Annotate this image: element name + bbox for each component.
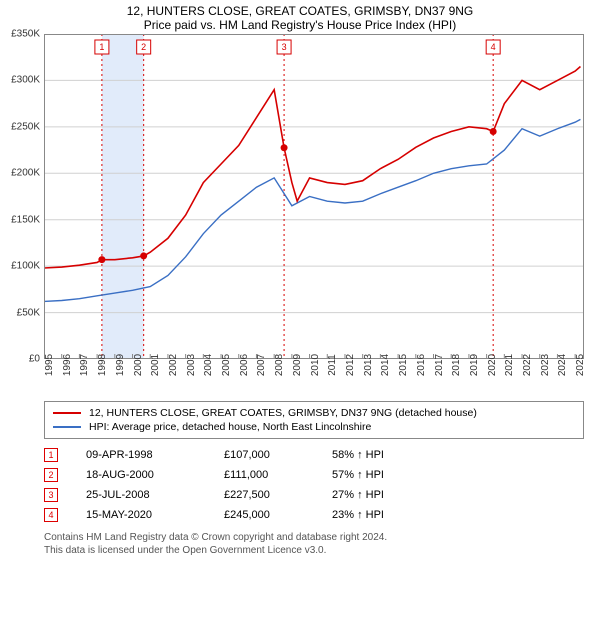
x-axis-label: 2005 xyxy=(221,354,232,376)
tx-date: 18-AUG-2000 xyxy=(86,469,196,481)
svg-text:1: 1 xyxy=(99,42,104,52)
price-chart: £0£50K£100K£150K£200K£250K£300K£350K1995… xyxy=(44,34,584,359)
y-axis-label: £250K xyxy=(11,121,44,132)
svg-text:4: 4 xyxy=(491,42,496,52)
tx-date: 25-JUL-2008 xyxy=(86,489,196,501)
x-axis-label: 2004 xyxy=(203,354,214,376)
x-axis-label: 2002 xyxy=(168,354,179,376)
x-axis-label: 2006 xyxy=(239,354,250,376)
y-axis-label: £200K xyxy=(11,168,44,179)
legend-item-hpi: HPI: Average price, detached house, Nort… xyxy=(53,420,575,434)
x-axis-label: 2007 xyxy=(256,354,267,376)
x-axis-label: 2001 xyxy=(150,354,161,376)
y-axis-label: £0 xyxy=(29,354,44,365)
footer-line1: Contains HM Land Registry data © Crown c… xyxy=(44,531,584,544)
legend: 12, HUNTERS CLOSE, GREAT COATES, GRIMSBY… xyxy=(44,401,584,439)
tx-marker-num: 4 xyxy=(44,508,58,522)
tx-marker-num: 1 xyxy=(44,448,58,462)
table-row: 3 25-JUL-2008 £227,500 27% ↑ HPI xyxy=(44,485,584,505)
tx-pct-vs-hpi: 23% ↑ HPI xyxy=(332,509,384,521)
table-row: 1 09-APR-1998 £107,000 58% ↑ HPI xyxy=(44,445,584,465)
tx-price: £227,500 xyxy=(224,489,304,501)
tx-date: 15-MAY-2020 xyxy=(86,509,196,521)
x-axis-label: 2013 xyxy=(363,354,374,376)
legend-label-property: 12, HUNTERS CLOSE, GREAT COATES, GRIMSBY… xyxy=(89,407,477,419)
svg-text:2: 2 xyxy=(141,42,146,52)
x-axis-label: 1996 xyxy=(62,354,73,376)
legend-swatch-hpi xyxy=(53,426,81,428)
x-axis-label: 2012 xyxy=(345,354,356,376)
y-axis-label: £100K xyxy=(11,261,44,272)
y-axis-label: £50K xyxy=(17,307,44,318)
tx-marker-num: 2 xyxy=(44,468,58,482)
footer-line2: This data is licensed under the Open Gov… xyxy=(44,544,584,557)
transactions-table: 1 09-APR-1998 £107,000 58% ↑ HPI 2 18-AUG-200… xyxy=(44,445,584,525)
legend-label-hpi: HPI: Average price, detached house, Nort… xyxy=(89,421,371,433)
tx-pct-vs-hpi: 58% ↑ HPI xyxy=(332,449,384,461)
x-axis-label: 2023 xyxy=(540,354,551,376)
x-axis-label: 1999 xyxy=(115,354,126,376)
x-axis-label: 2016 xyxy=(416,354,427,376)
tx-marker-num: 3 xyxy=(44,488,58,502)
x-axis-label: 2011 xyxy=(327,354,338,376)
x-axis-label: 1995 xyxy=(44,354,55,376)
x-axis-label: 2010 xyxy=(310,354,321,376)
svg-text:3: 3 xyxy=(282,42,287,52)
title-address: 12, HUNTERS CLOSE, GREAT COATES, GRIMSBY… xyxy=(0,4,600,18)
x-axis-label: 2018 xyxy=(451,354,462,376)
y-axis-label: £300K xyxy=(11,75,44,86)
x-axis-label: 2009 xyxy=(292,354,303,376)
legend-swatch-property xyxy=(53,412,81,414)
x-axis-label: 2022 xyxy=(522,354,533,376)
tx-price: £107,000 xyxy=(224,449,304,461)
x-axis-label: 2019 xyxy=(469,354,480,376)
table-row: 4 15-MAY-2020 £245,000 23% ↑ HPI xyxy=(44,505,584,525)
x-axis-label: 2024 xyxy=(557,354,568,376)
tx-pct-vs-hpi: 57% ↑ HPI xyxy=(332,469,384,481)
x-axis-label: 2003 xyxy=(186,354,197,376)
title-subtitle: Price paid vs. HM Land Registry's House … xyxy=(0,18,600,32)
x-axis-label: 2020 xyxy=(487,354,498,376)
tx-date: 09-APR-1998 xyxy=(86,449,196,461)
x-axis-label: 2021 xyxy=(504,354,515,376)
footer-licence: Contains HM Land Registry data © Crown c… xyxy=(44,531,584,557)
tx-price: £111,000 xyxy=(224,469,304,481)
x-axis-label: 2017 xyxy=(434,354,445,376)
x-axis-label: 2000 xyxy=(133,354,144,376)
x-axis-label: 2025 xyxy=(575,354,586,376)
tx-price: £245,000 xyxy=(224,509,304,521)
x-axis-label: 2015 xyxy=(398,354,409,376)
y-axis-label: £350K xyxy=(11,29,44,40)
x-axis-label: 2014 xyxy=(380,354,391,376)
x-axis-label: 2008 xyxy=(274,354,285,376)
table-row: 2 18-AUG-2000 £111,000 57% ↑ HPI xyxy=(44,465,584,485)
legend-item-property: 12, HUNTERS CLOSE, GREAT COATES, GRIMSBY… xyxy=(53,406,575,420)
y-axis-label: £150K xyxy=(11,214,44,225)
x-axis-label: 1998 xyxy=(97,354,108,376)
tx-pct-vs-hpi: 27% ↑ HPI xyxy=(332,489,384,501)
x-axis-label: 1997 xyxy=(79,354,90,376)
chart-titles: 12, HUNTERS CLOSE, GREAT COATES, GRIMSBY… xyxy=(0,0,600,34)
